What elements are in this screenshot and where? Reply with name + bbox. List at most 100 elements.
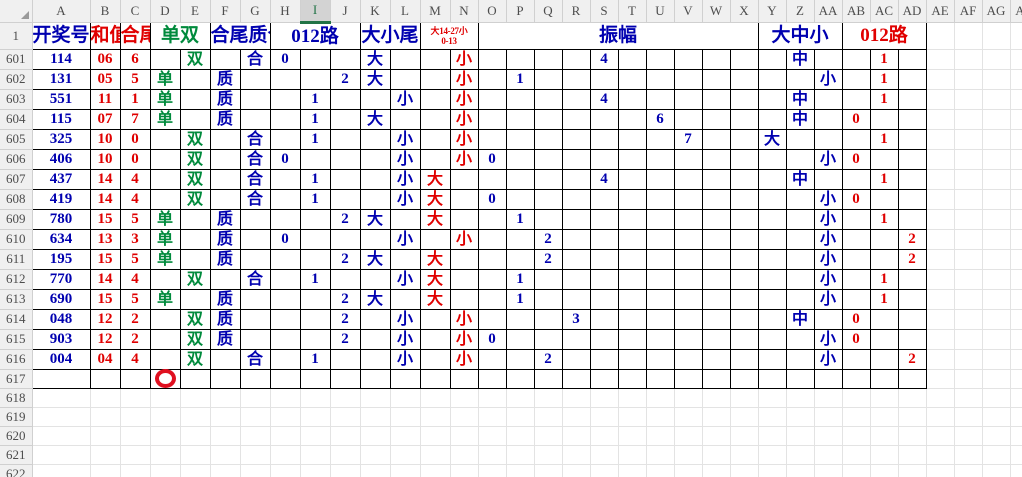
cell-empty[interactable] bbox=[269, 68, 301, 90]
cell-c610[interactable]: 3 bbox=[119, 228, 151, 250]
cell-empty[interactable] bbox=[1010, 169, 1022, 190]
row-header-610[interactable]: 610 bbox=[0, 229, 33, 250]
cell-empty[interactable] bbox=[478, 464, 507, 477]
cell-empty[interactable] bbox=[329, 128, 361, 150]
cell-empty[interactable] bbox=[954, 464, 983, 477]
cell-empty[interactable] bbox=[758, 464, 787, 477]
table-row[interactable]: 607 437 14 4 双合 1 小大 4 中 1 bbox=[0, 168, 1022, 190]
cell-empty[interactable] bbox=[1010, 309, 1022, 330]
row-header-602[interactable]: 602 bbox=[0, 69, 33, 90]
cell-empty[interactable] bbox=[926, 69, 955, 90]
cell-empty[interactable] bbox=[389, 368, 421, 389]
cell-b613[interactable]: 15 bbox=[89, 288, 121, 310]
cell-empty[interactable] bbox=[589, 268, 619, 290]
cell-a601[interactable]: 114 bbox=[31, 48, 91, 70]
cell-n615[interactable]: 小 bbox=[449, 328, 479, 350]
cell-empty[interactable] bbox=[757, 348, 787, 370]
cell-empty[interactable] bbox=[926, 464, 955, 477]
cell-b615[interactable]: 12 bbox=[89, 328, 121, 350]
cell-empty[interactable] bbox=[239, 228, 271, 250]
cell-empty[interactable] bbox=[645, 228, 675, 250]
cell-empty[interactable] bbox=[359, 128, 391, 150]
cell-empty[interactable] bbox=[645, 268, 675, 290]
cell-empty[interactable] bbox=[982, 169, 1011, 190]
cell-o606[interactable]: 0 bbox=[477, 148, 507, 170]
cell-empty[interactable] bbox=[477, 208, 507, 230]
cell-empty[interactable] bbox=[239, 208, 271, 230]
cell-b611[interactable]: 15 bbox=[89, 248, 121, 270]
cell-g605[interactable]: 合 bbox=[239, 128, 271, 150]
cell-empty[interactable] bbox=[617, 348, 647, 370]
column-header-y[interactable]: Y bbox=[758, 0, 787, 23]
cell-empty[interactable] bbox=[673, 148, 703, 170]
cell-ac613[interactable]: 1 bbox=[869, 288, 899, 310]
row-header-617[interactable]: 617 bbox=[0, 369, 33, 389]
cell-empty[interactable] bbox=[179, 108, 211, 130]
cell-empty[interactable] bbox=[841, 68, 871, 90]
cell-z604[interactable]: 中 bbox=[785, 108, 815, 130]
cell-empty[interactable] bbox=[954, 109, 983, 130]
cell-empty[interactable] bbox=[505, 128, 535, 150]
cell-empty[interactable] bbox=[149, 168, 181, 190]
cell-empty[interactable] bbox=[590, 464, 619, 477]
cell-l610[interactable]: 小 bbox=[389, 228, 421, 250]
cell-empty[interactable] bbox=[180, 426, 211, 446]
cell-empty[interactable] bbox=[729, 208, 759, 230]
cell-empty[interactable] bbox=[673, 68, 703, 90]
cell-empty[interactable] bbox=[841, 268, 871, 290]
cell-empty[interactable] bbox=[477, 288, 507, 310]
cell-empty[interactable] bbox=[785, 248, 815, 270]
cell-empty[interactable] bbox=[954, 89, 983, 110]
cell-c613[interactable]: 5 bbox=[119, 288, 151, 310]
table-row[interactable]: 602 131 05 5 单 质 2 大 小 1 小 1 bbox=[0, 68, 1022, 90]
cell-i607[interactable]: 1 bbox=[299, 168, 331, 190]
cell-a611[interactable]: 195 bbox=[31, 248, 91, 270]
cell-aa610[interactable]: 小 bbox=[813, 228, 843, 250]
spreadsheet-body[interactable]: 1开奖号和值合尾单双合尾质合012路大小尾大14-27小0-13振幅大中小012… bbox=[0, 21, 1022, 477]
cell-empty[interactable] bbox=[982, 445, 1011, 465]
cell-empty[interactable] bbox=[1010, 426, 1022, 446]
cell-empty[interactable] bbox=[1010, 369, 1022, 389]
cell-empty[interactable] bbox=[149, 368, 181, 389]
cell-o608[interactable]: 0 bbox=[477, 188, 507, 210]
cell-empty[interactable] bbox=[269, 288, 301, 310]
cell-empty[interactable] bbox=[898, 445, 927, 465]
cell-l616[interactable]: 小 bbox=[389, 348, 421, 370]
table-row[interactable]: 606 406 10 0 双合 0 小小 0 小 0 bbox=[0, 148, 1022, 170]
cell-u604[interactable]: 6 bbox=[645, 108, 675, 130]
cell-empty[interactable] bbox=[300, 464, 331, 477]
cell-s601[interactable]: 4 bbox=[589, 48, 619, 70]
cell-empty[interactable] bbox=[477, 268, 507, 290]
cell-empty[interactable] bbox=[674, 426, 703, 446]
cell-empty[interactable] bbox=[870, 407, 899, 427]
cell-empty[interactable] bbox=[449, 368, 479, 389]
column-header-q[interactable]: Q bbox=[534, 0, 563, 23]
cell-empty[interactable] bbox=[329, 268, 361, 290]
cell-empty[interactable] bbox=[954, 249, 983, 270]
cell-empty[interactable] bbox=[150, 388, 181, 408]
cell-empty[interactable] bbox=[926, 169, 955, 190]
cell-empty[interactable] bbox=[757, 208, 787, 230]
cell-empty[interactable] bbox=[954, 149, 983, 170]
cell-empty[interactable] bbox=[758, 388, 787, 408]
cell-empty[interactable] bbox=[561, 128, 591, 150]
cell-b609[interactable]: 15 bbox=[89, 208, 121, 230]
cell-k602[interactable]: 大 bbox=[359, 68, 391, 90]
cell-empty[interactable] bbox=[450, 445, 479, 465]
cell-empty[interactable] bbox=[506, 426, 535, 446]
cell-empty[interactable] bbox=[240, 445, 271, 465]
cell-empty[interactable] bbox=[786, 388, 815, 408]
cell-empty[interactable] bbox=[870, 388, 899, 408]
cell-empty[interactable] bbox=[645, 88, 675, 110]
cell-empty[interactable] bbox=[1010, 289, 1022, 310]
cell-empty[interactable] bbox=[757, 248, 787, 270]
cell-empty[interactable] bbox=[270, 426, 301, 446]
cell-n606[interactable]: 小 bbox=[449, 148, 479, 170]
cell-empty[interactable] bbox=[757, 108, 787, 130]
cell-p613[interactable]: 1 bbox=[505, 288, 535, 310]
column-header-l[interactable]: L bbox=[390, 0, 421, 23]
table-row[interactable]: 611 195 15 5 单质 2 大大 2 小 2 bbox=[0, 248, 1022, 270]
cell-b602[interactable]: 05 bbox=[89, 68, 121, 90]
cell-b610[interactable]: 13 bbox=[89, 228, 121, 250]
cell-empty[interactable] bbox=[239, 308, 271, 330]
